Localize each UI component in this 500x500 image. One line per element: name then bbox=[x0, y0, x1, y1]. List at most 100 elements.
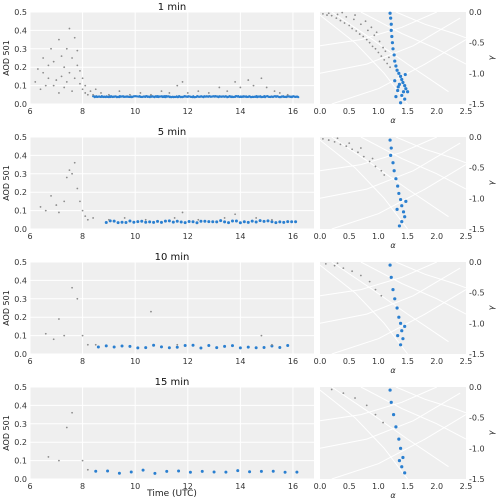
rejected-ag-point bbox=[374, 47, 377, 50]
selected-point bbox=[159, 345, 163, 349]
gamma-axis-label: γ bbox=[487, 429, 496, 435]
time-tick-label: 16 bbox=[288, 232, 298, 241]
selected-ag-point bbox=[398, 101, 403, 105]
rejected-ag-point bbox=[382, 46, 384, 49]
rejected-point bbox=[76, 297, 79, 300]
selected-point bbox=[136, 220, 140, 224]
selected-ag-point bbox=[401, 337, 405, 341]
alpha-tick-label: 1.5 bbox=[401, 107, 414, 116]
rejected-ag-point bbox=[327, 139, 330, 141]
rejected-point bbox=[176, 343, 179, 346]
selected-ag-point bbox=[390, 34, 394, 39]
alpha-tick-label: 1.0 bbox=[372, 357, 385, 366]
time-plot-area bbox=[30, 137, 314, 229]
rejected-point bbox=[52, 84, 55, 87]
selected-ag-point bbox=[389, 400, 393, 404]
rejected-ag-point bbox=[351, 270, 354, 273]
ag-reference-curve bbox=[319, 386, 438, 422]
rejected-point bbox=[94, 343, 97, 346]
rejected-point bbox=[160, 90, 163, 93]
rejected-point bbox=[47, 77, 50, 80]
alpha-tick-label: 0.0 bbox=[314, 482, 327, 491]
selected-point bbox=[148, 220, 152, 224]
rejected-ag-point bbox=[374, 165, 377, 168]
rejected-point bbox=[76, 49, 79, 52]
ag-reference-curve bbox=[331, 386, 449, 468]
rejected-point bbox=[36, 68, 39, 70]
rejected-point bbox=[65, 47, 68, 50]
rejected-ag-point bbox=[322, 137, 324, 140]
selected-point bbox=[191, 343, 195, 347]
panel-1: 1 min 6 8 10 12 14 16 0.0 0.1 0.2 0.3 0.4 0.5 AOD 501… bbox=[2, 2, 496, 125]
rejected-point bbox=[81, 459, 84, 462]
selected-point bbox=[104, 344, 108, 348]
selected-point bbox=[175, 219, 179, 223]
ag-reference-curve bbox=[395, 136, 467, 164]
aod-tick-label: 0.0 bbox=[14, 225, 27, 234]
selected-ag-point bbox=[403, 324, 407, 328]
selected-point bbox=[167, 346, 171, 350]
selected-point bbox=[274, 221, 278, 225]
selected-point bbox=[266, 219, 270, 223]
selected-point bbox=[199, 219, 203, 223]
selected-ag-point bbox=[397, 224, 402, 228]
selected-point bbox=[223, 220, 227, 224]
rejected-ag-point bbox=[368, 160, 371, 163]
ag-reference-curve bbox=[319, 392, 461, 449]
selected-point bbox=[271, 469, 275, 473]
ag-reference-curve bbox=[360, 11, 467, 65]
rejected-point bbox=[150, 310, 152, 313]
rejected-point bbox=[52, 60, 55, 63]
time-tick-label: 6 bbox=[27, 232, 32, 241]
rejected-point bbox=[234, 213, 237, 216]
rejected-point bbox=[255, 217, 258, 219]
rejected-ag-point bbox=[373, 34, 376, 37]
rejected-point bbox=[168, 92, 171, 94]
selected-ag-point bbox=[394, 64, 398, 68]
panel-title: 1 min bbox=[158, 2, 186, 13]
selected-ag-point bbox=[393, 59, 397, 63]
rejected-point bbox=[44, 209, 47, 212]
selected-ag-point bbox=[393, 79, 397, 83]
selected-ag-point bbox=[396, 334, 400, 338]
selected-ag-point bbox=[406, 90, 410, 94]
aod-tick-label: 0.3 bbox=[14, 420, 27, 429]
selected-point bbox=[294, 220, 298, 224]
alpha-tick-label: 0.0 bbox=[314, 107, 327, 116]
rejected-point bbox=[100, 92, 102, 94]
y-axis-label-aod: AOD 501 bbox=[2, 290, 11, 326]
selected-ag-point bbox=[388, 11, 392, 15]
aod-tick-label: 0.1 bbox=[14, 457, 27, 466]
selected-point bbox=[144, 346, 148, 350]
selected-ag-point bbox=[397, 71, 401, 75]
selected-ag-point bbox=[403, 72, 407, 77]
rejected-point bbox=[76, 187, 79, 190]
selected-ag-point bbox=[391, 47, 395, 51]
gamma-axis-label: γ bbox=[487, 179, 496, 185]
rejected-ag-point bbox=[348, 24, 351, 27]
alpha-tick-label: 1.0 bbox=[372, 232, 385, 241]
time-tick-label: 10 bbox=[130, 357, 140, 366]
rejected-point bbox=[84, 84, 87, 87]
gamma-tick-label: -0.5 bbox=[469, 164, 485, 173]
alpha-tick-label: 0.0 bbox=[314, 232, 327, 241]
selected-ag-point bbox=[393, 297, 397, 301]
rejected-point bbox=[65, 81, 68, 83]
rejected-point bbox=[65, 176, 68, 179]
aod-tick-label: 0.3 bbox=[14, 170, 27, 179]
rejected-point bbox=[226, 90, 229, 93]
rejected-ag-point bbox=[336, 262, 339, 265]
rejected-ag-point bbox=[383, 58, 386, 61]
rejected-point bbox=[86, 218, 89, 221]
rejected-point bbox=[63, 334, 66, 337]
selected-ag-point bbox=[396, 85, 400, 89]
rejected-ag-point bbox=[384, 50, 387, 53]
selected-ag-point bbox=[394, 177, 398, 181]
selected-point bbox=[215, 346, 219, 350]
time-tick-label: 6 bbox=[27, 357, 32, 366]
selected-point bbox=[129, 470, 133, 474]
aod-tick-label: 0.5 bbox=[14, 8, 27, 17]
selected-ag-point bbox=[403, 84, 407, 88]
gamma-tick-label: -1.0 bbox=[469, 444, 485, 453]
